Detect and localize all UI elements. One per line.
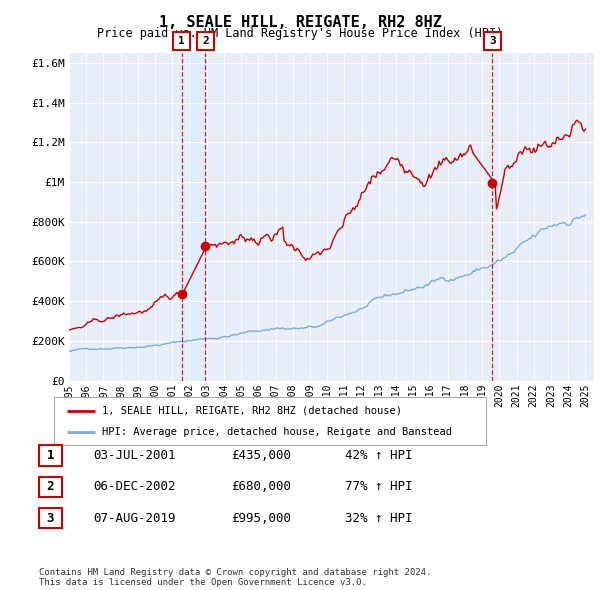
Text: 06-DEC-2002: 06-DEC-2002	[93, 480, 176, 493]
Text: 2: 2	[47, 480, 54, 493]
Text: 1, SEALE HILL, REIGATE, RH2 8HZ: 1, SEALE HILL, REIGATE, RH2 8HZ	[158, 15, 442, 30]
Text: 3: 3	[47, 512, 54, 525]
Text: 42% ↑ HPI: 42% ↑ HPI	[345, 449, 413, 462]
Text: 32% ↑ HPI: 32% ↑ HPI	[345, 512, 413, 525]
Text: 1, SEALE HILL, REIGATE, RH2 8HZ (detached house): 1, SEALE HILL, REIGATE, RH2 8HZ (detache…	[101, 405, 401, 415]
Text: 1: 1	[47, 449, 54, 462]
Text: 77% ↑ HPI: 77% ↑ HPI	[345, 480, 413, 493]
Text: £680,000: £680,000	[231, 480, 291, 493]
Text: £435,000: £435,000	[231, 449, 291, 462]
Text: 3: 3	[489, 37, 496, 46]
Text: 07-AUG-2019: 07-AUG-2019	[93, 512, 176, 525]
Text: Contains HM Land Registry data © Crown copyright and database right 2024.
This d: Contains HM Land Registry data © Crown c…	[39, 568, 431, 587]
Bar	[182, 53, 205, 381]
Text: £995,000: £995,000	[231, 512, 291, 525]
Text: Price paid vs. HM Land Registry's House Price Index (HPI): Price paid vs. HM Land Registry's House …	[97, 27, 503, 40]
Text: 1: 1	[178, 37, 185, 46]
Text: 2: 2	[202, 37, 209, 46]
Text: 03-JUL-2001: 03-JUL-2001	[93, 449, 176, 462]
Text: HPI: Average price, detached house, Reigate and Banstead: HPI: Average price, detached house, Reig…	[101, 427, 452, 437]
